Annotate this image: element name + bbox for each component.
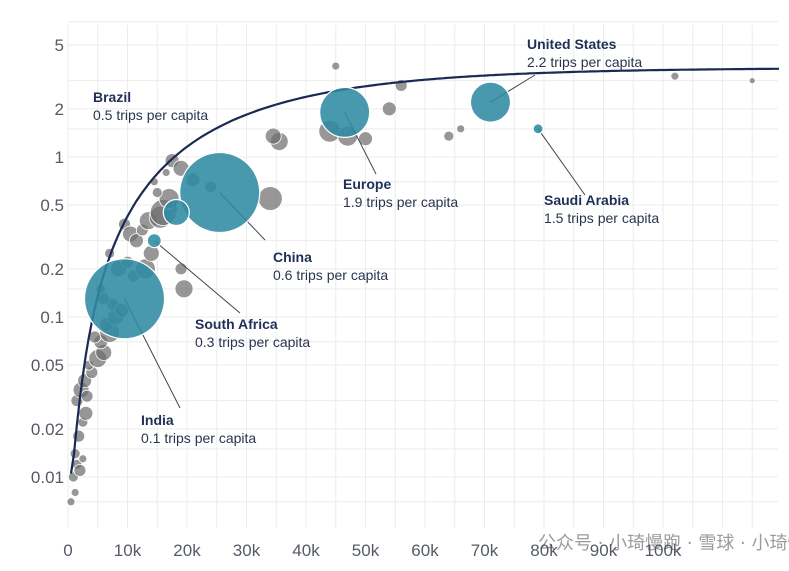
trend-curve bbox=[69, 67, 779, 474]
x-tick-label: 30k bbox=[233, 541, 261, 560]
leader-line bbox=[153, 240, 241, 314]
y-tick-label: 0.1 bbox=[40, 308, 64, 327]
annotation-subtitle: 0.1 trips per capita bbox=[141, 430, 256, 446]
country-point bbox=[443, 130, 455, 142]
annotation-title: Saudi Arabia bbox=[544, 192, 629, 208]
y-tick-label: 1 bbox=[55, 148, 64, 167]
highlighted-countries bbox=[83, 81, 544, 340]
annotation-subtitle: 1.5 trips per capita bbox=[544, 210, 659, 226]
highlight-point bbox=[532, 123, 544, 135]
country-point bbox=[73, 463, 87, 477]
country-point bbox=[174, 279, 194, 299]
country-point bbox=[151, 187, 163, 198]
leader-line bbox=[537, 128, 586, 196]
country-point bbox=[70, 488, 80, 497]
annotation-title: China bbox=[273, 249, 312, 265]
country-point bbox=[161, 168, 171, 177]
annotation-subtitle: 0.5 trips per capita bbox=[93, 107, 208, 123]
country-point bbox=[174, 262, 188, 276]
country-point bbox=[331, 61, 341, 71]
country-point bbox=[670, 71, 680, 81]
y-tick-label: 5 bbox=[55, 36, 64, 55]
x-tick-label: 60k bbox=[411, 541, 439, 560]
annotation-title: United States bbox=[527, 36, 617, 52]
country-point bbox=[129, 233, 144, 249]
annotation-title: South Africa bbox=[195, 316, 278, 332]
country-point bbox=[80, 389, 94, 403]
annotation-title: India bbox=[141, 412, 174, 428]
highlight-point bbox=[179, 151, 261, 234]
annotation-subtitle: 0.6 trips per capita bbox=[273, 267, 388, 283]
y-tick-label: 0.01 bbox=[31, 468, 64, 487]
y-tick-label: 0.5 bbox=[40, 196, 64, 215]
annotations: United States 2.2 trips per capita Europe 1… bbox=[93, 36, 659, 446]
y-tick-label: 0.02 bbox=[31, 420, 64, 439]
x-tick-label: 100k bbox=[645, 541, 682, 560]
country-point bbox=[264, 127, 282, 145]
x-tick-label: 80k bbox=[530, 541, 558, 560]
watermark: 公众号 · 小琦慢跑 · 雪球 · 小琦慢跑 bbox=[538, 533, 789, 554]
x-tick-label: 10k bbox=[114, 541, 142, 560]
country-point bbox=[78, 405, 94, 421]
x-tick-label: 0 bbox=[63, 541, 72, 560]
y-tick-label: 0.05 bbox=[31, 356, 64, 375]
annotation-subtitle: 0.3 trips per capita bbox=[195, 334, 310, 350]
y-tick-label: 2 bbox=[55, 100, 64, 119]
highlight-point bbox=[319, 86, 371, 138]
x-tick-label: 90k bbox=[590, 541, 618, 560]
country-point bbox=[456, 124, 466, 134]
annotation-subtitle: 1.9 trips per capita bbox=[343, 194, 458, 210]
highlight-point bbox=[162, 198, 190, 227]
country-point bbox=[381, 101, 397, 117]
country-point bbox=[78, 454, 88, 464]
annotation-title: Europe bbox=[343, 176, 391, 192]
annotation-title: Brazil bbox=[93, 89, 131, 105]
highlight-point bbox=[83, 258, 166, 340]
x-tick-label: 20k bbox=[173, 541, 201, 560]
country-point bbox=[748, 77, 756, 85]
grid bbox=[67, 21, 778, 528]
highlight-point bbox=[146, 233, 162, 249]
x-tick-label: 70k bbox=[471, 541, 499, 560]
annotation-subtitle: 2.2 trips per capita bbox=[527, 54, 642, 70]
x-tick-label: 50k bbox=[352, 541, 380, 560]
country-point bbox=[257, 186, 283, 211]
y-tick-label: 0.2 bbox=[40, 260, 64, 279]
highlight-point bbox=[469, 81, 512, 123]
country-point bbox=[66, 497, 76, 507]
x-tick-label: 40k bbox=[292, 541, 320, 560]
x-axis-ticks: 0 10k 20k 30k 40k 50k 60k 70k 80k 90k 100k bbox=[63, 541, 682, 560]
y-axis-ticks: 0.01 0.02 0.05 0.1 0.2 0.5 1 2 5 bbox=[31, 36, 64, 487]
